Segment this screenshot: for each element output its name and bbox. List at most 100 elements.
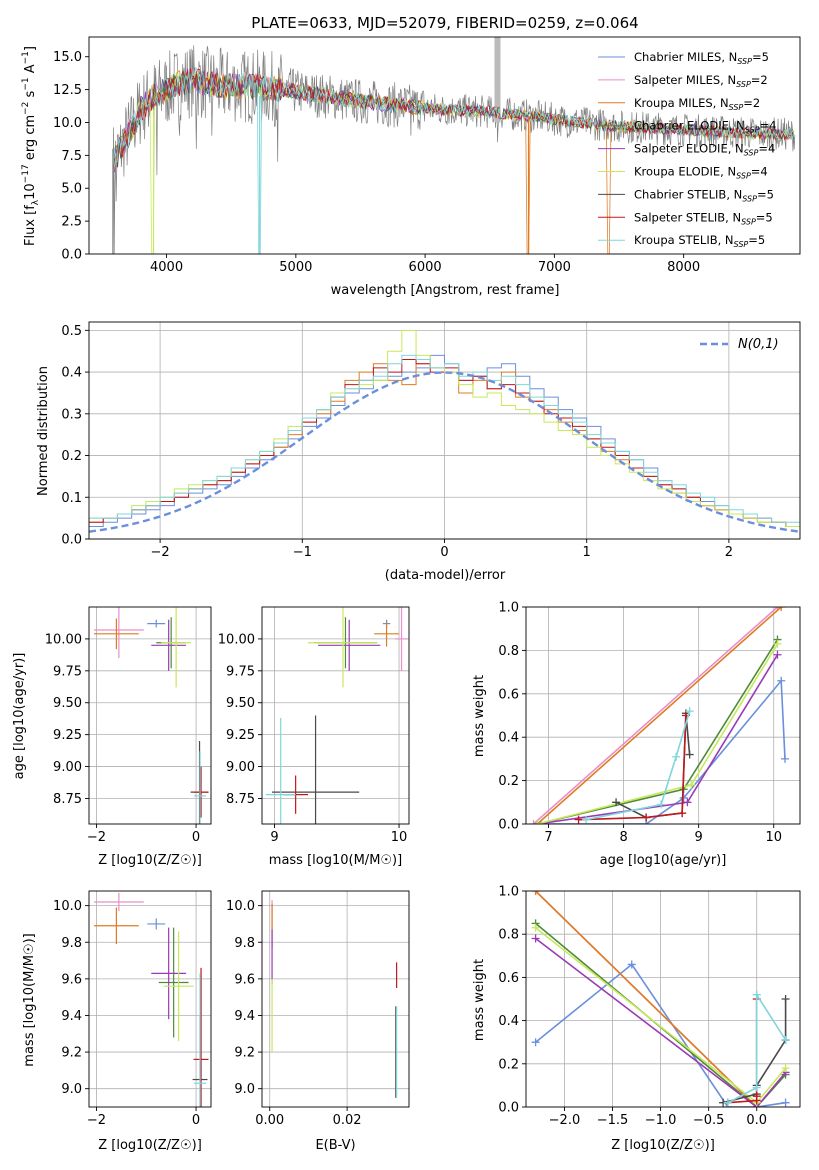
- y-tick-label: 9.50: [53, 696, 82, 711]
- weight-point-marker: [780, 754, 789, 763]
- weight-series-line: [537, 643, 779, 824]
- y-tick-label: 10.00: [218, 632, 255, 647]
- x-tick-label: 6000: [409, 260, 442, 275]
- x-tick-label: 0.02: [333, 1113, 362, 1128]
- weight-series-line: [727, 991, 787, 1104]
- y-tick-label: 9.75: [226, 664, 255, 679]
- y-tick-label: 0.4: [498, 731, 519, 746]
- x-tick-label: 0: [192, 830, 200, 845]
- x-axis-label: E(B-V): [315, 1138, 355, 1153]
- mass-vs-ebv-panel: 0.00 0.02 9.0 9.2 9.4 9.6 9.8 10.0: [226, 890, 410, 1128]
- y-axis-label: Normed distribution: [36, 366, 51, 496]
- y-tick-label: 0.8: [498, 644, 519, 659]
- y-tick-label: 0.0: [61, 533, 82, 548]
- weight-series-line: [585, 710, 691, 821]
- axes-frame: [88, 890, 212, 1108]
- x-tick-label: 10: [765, 830, 782, 845]
- y-tick-label: 9.8: [234, 936, 255, 951]
- y-tick-label: 2.5: [61, 215, 82, 230]
- y-tick-label: 9.75: [53, 664, 82, 679]
- y-tick-label: 9.2: [234, 1046, 255, 1061]
- y-tick-label: 9.8: [61, 936, 82, 951]
- x-tick-label: 7000: [538, 260, 571, 275]
- weight-point-marker: [777, 607, 786, 611]
- y-tick-label: 0.1: [61, 491, 82, 506]
- weight-point-marker: [627, 960, 636, 969]
- x-tick-label: 5000: [279, 260, 312, 275]
- x-tick-label: 1: [583, 545, 591, 560]
- weight-series-line: [537, 639, 779, 824]
- axes-frame: [525, 890, 801, 1108]
- residual-histogram-panel: −2 −1 0 1 2 0.0 0.1 0.2 0.3 0.4 0.5: [61, 321, 801, 560]
- legend-entry: Chabrier ELODIE, NSSP=4: [634, 119, 776, 135]
- weight-point-marker: [657, 800, 666, 809]
- legend-entry: Salpeter STELIB, NSSP=5: [634, 210, 773, 226]
- legend-entry: Chabrier STELIB, NSSP=5: [634, 187, 774, 203]
- x-tick-label: −2: [87, 830, 106, 845]
- grid: [262, 607, 409, 824]
- weight-series-line: [532, 607, 779, 824]
- y-tick-label: 15.0: [53, 50, 82, 65]
- y-tick-label: 9.0: [61, 1082, 82, 1097]
- y-tick-label: 12.5: [53, 83, 82, 98]
- weight-point-marker: [531, 1038, 540, 1047]
- weight-point-marker: [685, 750, 694, 759]
- y-tick-label: 9.25: [53, 728, 82, 743]
- weight-point-marker: [781, 1036, 790, 1045]
- plot-area: [89, 329, 800, 539]
- y-axis-label: mass [log10(M/M☉)]: [22, 933, 37, 1066]
- weight-point-marker: [683, 798, 692, 807]
- x-tick-label: 0.00: [255, 1113, 284, 1128]
- plot-area: [93, 607, 209, 824]
- mass-weight-vs-Z-panel: −2.0 −1.5 −1.0 −0.5 0.0 0.0 0.2 0.4 0.6 0.8 1.0: [498, 885, 801, 1128]
- legend-entry: Kroupa ELODIE, NSSP=4: [634, 165, 768, 181]
- chart-title: PLATE=0633, MJD=52079, FIBERID=0259, z=0…: [251, 14, 638, 32]
- weight-point-marker: [574, 815, 583, 824]
- y-tick-label: 10.0: [226, 899, 255, 914]
- y-tick-label: 10.0: [53, 116, 82, 131]
- x-tick-label: −1: [293, 545, 312, 560]
- weight-point-marker: [752, 1083, 761, 1092]
- x-axis-label: Z [log10(Z/Z☉)]: [98, 853, 202, 868]
- x-tick-label: 8: [619, 830, 627, 845]
- model-spectrum-line: [112, 67, 795, 254]
- weight-point-marker: [531, 923, 540, 932]
- weight-series-line: [578, 715, 687, 821]
- y-tick-label: 0.0: [61, 248, 82, 263]
- axes-frame: [88, 606, 212, 825]
- mass-weight-vs-age-panel: 7 8 9 10 0.0 0.2 0.4 0.6 0.8 1.0: [498, 601, 801, 845]
- y-tick-label: 0.8: [498, 928, 519, 943]
- x-axis-label: Z [log10(Z/Z☉)]: [98, 1138, 202, 1153]
- weight-point-marker: [679, 793, 688, 802]
- x-tick-label: 9: [695, 830, 703, 845]
- weight-point-marker: [672, 752, 681, 761]
- x-axis-label: Z [log10(Z/Z☉)]: [611, 1138, 715, 1153]
- weight-series-line: [537, 654, 779, 824]
- y-tick-label: 0.2: [498, 1057, 519, 1072]
- weight-point-marker: [781, 1064, 790, 1073]
- y-tick-label: 5.0: [61, 182, 82, 197]
- spectrum-panel: 4000 5000 6000 7000 8000 0.0 2.5 5.0 7.5 10.0 12.5…: [53, 36, 801, 275]
- x-tick-label: 8000: [667, 260, 700, 275]
- y-tick-label: 0.0: [498, 1101, 519, 1116]
- weight-point-marker: [687, 780, 696, 789]
- x-tick-label: −1.0: [645, 1113, 677, 1128]
- x-axis-label: mass [log10(M/M☉)]: [269, 853, 402, 868]
- weight-series-line: [535, 922, 787, 1107]
- y-tick-label: 9.4: [61, 1009, 82, 1024]
- y-tick-label: 0.2: [61, 449, 82, 464]
- y-tick-label: 9.4: [234, 1009, 255, 1024]
- legend-entry: Salpeter ELODIE, NSSP=4: [634, 142, 775, 158]
- y-tick-label: 0.0: [498, 818, 519, 833]
- y-tick-label: 9.00: [53, 760, 82, 775]
- grid: [89, 607, 211, 824]
- weight-point-marker: [773, 639, 782, 648]
- histogram-series: [89, 354, 800, 539]
- y-tick-label: 8.75: [226, 792, 255, 807]
- grid: [89, 322, 800, 540]
- y-tick-label: 9.6: [234, 972, 255, 987]
- weight-point-marker: [531, 891, 540, 895]
- x-axis-label: age [log10(age/yr)]: [600, 853, 727, 868]
- plot-area: [529, 607, 789, 824]
- x-tick-label: 9: [270, 830, 278, 845]
